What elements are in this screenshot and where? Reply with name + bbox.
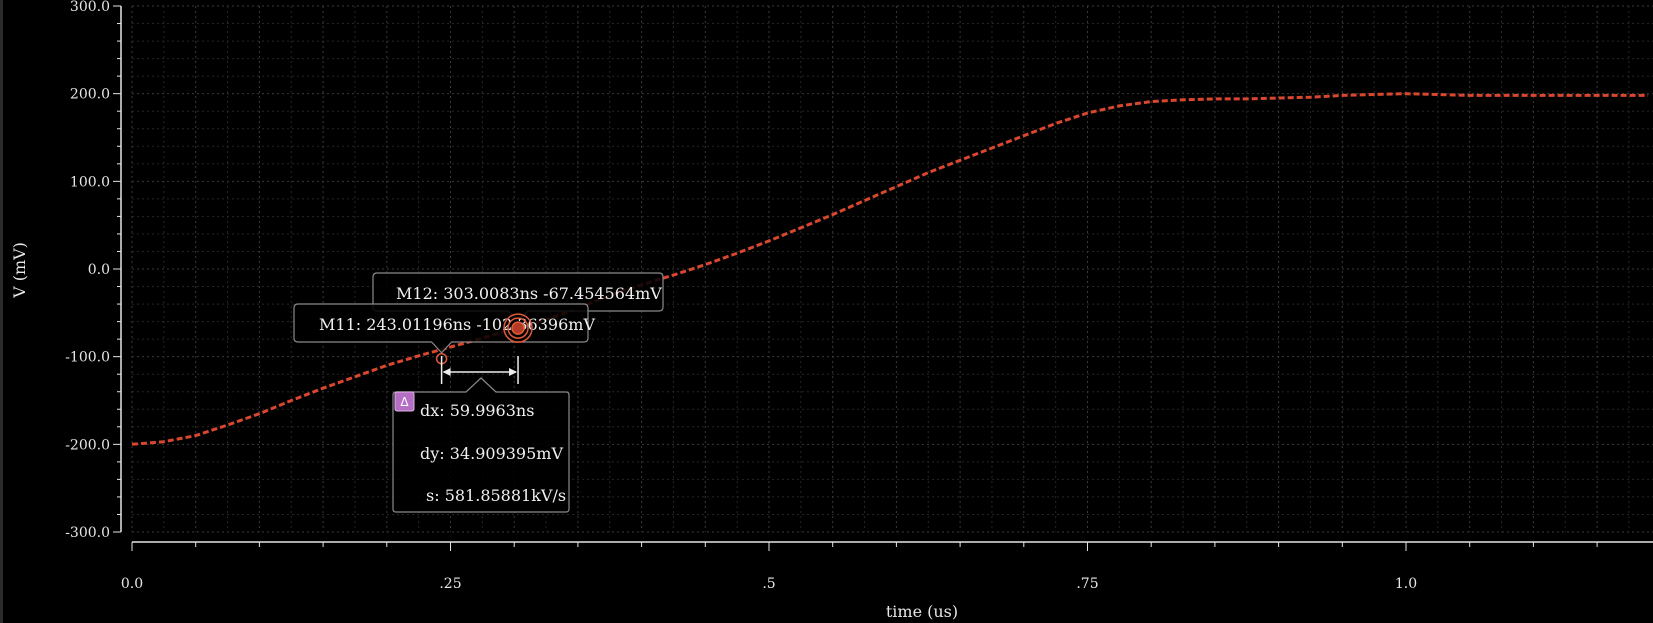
y-tick-label: 300.0 [70, 0, 110, 15]
y-tick-label: -100.0 [65, 350, 110, 366]
marker-m12-point[interactable] [503, 313, 533, 343]
delta-arrowhead-left [442, 368, 451, 376]
delta-arrowhead-right [509, 368, 518, 376]
x-tick-label: 1.0 [1395, 576, 1417, 592]
y-tick-label: -200.0 [65, 437, 110, 453]
marker-m12-point[interactable] [507, 317, 529, 339]
marker-m12-point[interactable] [511, 321, 525, 335]
delta-slope: s: 581.85881kV/s [426, 486, 566, 505]
x-tick-label: .5 [762, 576, 775, 592]
series-line[interactable] [131, 92, 1649, 446]
x-axis-title: time (us) [886, 602, 958, 621]
x-tick-label: .25 [439, 576, 461, 592]
left-window-border [0, 0, 3, 623]
y-axis-title: V (mV) [10, 242, 29, 299]
y-tick-label: 0.0 [88, 262, 110, 278]
delta-measurement[interactable]: Δ dx: 59.9963ns dy: 34.909395mV s: 581.8… [392, 356, 570, 513]
delta-box[interactable] [392, 377, 570, 513]
trace[interactable] [131, 92, 1649, 446]
ticks: -300.0 -200.0 -100.0 0.0 100.0 200.0 300.0 0.0.… [65, 0, 1598, 592]
delta-icon [394, 391, 415, 412]
markers[interactable]: M12: 303.0083ns -67.454564mV M11: 243.011… [293, 272, 664, 365]
y-tick-label: 100.0 [70, 174, 110, 190]
marker-m11-box[interactable] [293, 303, 589, 354]
y-tick-label: -300.0 [65, 525, 110, 541]
marker-m12-label: M12: 303.0083ns -67.454564mV [396, 284, 662, 303]
y-tick-label: 200.0 [70, 87, 110, 103]
x-tick-label: .75 [1076, 576, 1098, 592]
delta-icon-glyph: Δ [400, 395, 409, 409]
x-tick-label: 0.0 [121, 576, 143, 592]
grid [131, 5, 1653, 533]
delta-dy: dy: 34.909395mV [420, 444, 563, 463]
delta-dx: dx: 59.9963ns [420, 401, 534, 420]
marker-m11-label: M11: 243.01196ns -102.36396mV [319, 315, 595, 334]
